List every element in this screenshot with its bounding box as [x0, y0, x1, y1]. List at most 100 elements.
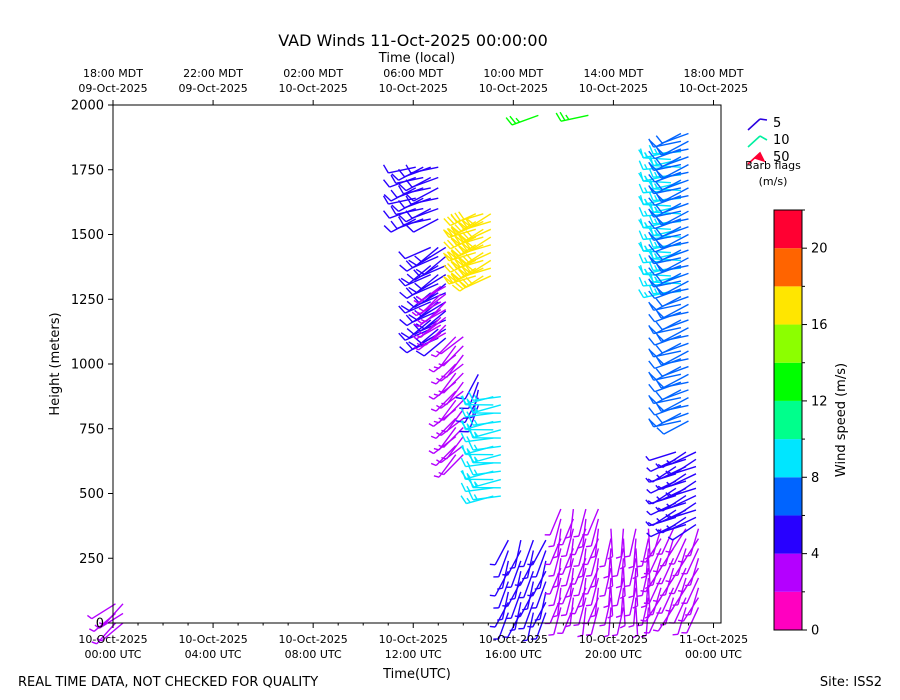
x-tick-date: 10-Oct-2025	[379, 633, 448, 646]
barb-shaft	[663, 397, 689, 412]
barb-shaft	[539, 560, 547, 589]
wind-barb	[615, 528, 625, 559]
wind-barb	[564, 508, 575, 539]
barb-shaft	[412, 283, 439, 296]
barb-feather	[638, 219, 645, 229]
barb-half-feather	[466, 398, 471, 404]
barb-half-feather	[653, 276, 659, 282]
barb-feather	[446, 274, 454, 284]
barb-feather	[638, 172, 645, 182]
barb-feather	[399, 346, 408, 354]
y-tick-label: 750	[79, 422, 104, 437]
barb-half-feather	[416, 319, 422, 324]
wind-barb	[615, 587, 625, 618]
wind-barb	[438, 372, 464, 394]
barb-feather	[468, 441, 474, 451]
barb-feather	[648, 349, 657, 357]
wind-barb	[655, 332, 689, 343]
barb-shaft	[466, 213, 492, 230]
colorbar-bin	[774, 477, 802, 516]
barb-shaft	[408, 319, 432, 339]
barb-half-feather	[441, 456, 447, 460]
barb-half-feather	[603, 575, 609, 579]
wind-barb	[643, 548, 662, 575]
barb-feather	[458, 280, 466, 289]
barb-feather	[559, 111, 566, 121]
barb-half-feather	[436, 377, 442, 382]
barb-shaft	[440, 390, 464, 409]
barb-feather	[656, 287, 665, 295]
barb-half-feather	[430, 354, 437, 358]
barb-shaft	[472, 420, 501, 426]
barb-half-feather	[560, 584, 567, 587]
barb-shaft	[419, 292, 447, 305]
wind-barb	[467, 453, 502, 463]
barb-half-feather	[667, 492, 674, 498]
barb-half-feather	[502, 573, 508, 576]
barb-shaft	[610, 528, 614, 557]
wind-barb	[436, 445, 464, 464]
barb-feather	[655, 158, 663, 167]
wind-barb	[460, 457, 494, 468]
barb-feather	[466, 241, 475, 249]
barb-half-feather	[416, 296, 422, 301]
barb-shaft	[661, 156, 689, 168]
barb-shaft	[661, 249, 689, 261]
wind-barb	[643, 577, 662, 605]
barb-shaft	[578, 508, 587, 537]
barb-shaft	[465, 275, 492, 289]
wind-barb	[681, 607, 700, 634]
barb-feather	[454, 235, 461, 245]
wind-barb	[655, 156, 689, 168]
barb-feather	[648, 326, 657, 334]
barb-half-feather	[624, 614, 630, 617]
barb-shaft	[663, 327, 689, 342]
barb-feather	[466, 264, 475, 272]
wind-barb	[655, 272, 689, 284]
barb-shaft	[629, 587, 637, 616]
barb-half-feather	[615, 585, 622, 589]
wind-barb	[544, 508, 562, 536]
barb-half-feather	[585, 545, 592, 548]
barb-feather	[459, 245, 468, 253]
x-tick-date: 10-Oct-2025	[178, 633, 247, 646]
wind-barb	[657, 516, 687, 534]
barb-shaft	[607, 607, 612, 636]
barb-half-feather	[656, 496, 662, 501]
wind-barb	[86, 603, 116, 620]
barb-shaft	[661, 412, 689, 424]
barb-half-feather	[665, 513, 670, 519]
wind-barb	[624, 558, 637, 588]
barb-half-feather	[411, 334, 417, 340]
barb-shaft	[523, 539, 535, 567]
barb-half-feather	[624, 555, 630, 558]
barb-feather	[457, 221, 465, 230]
barb-feather	[648, 214, 654, 225]
barb-feather	[655, 181, 663, 191]
barb-feather	[638, 149, 645, 159]
wind-barb	[677, 567, 700, 593]
wind-barb	[502, 550, 522, 576]
barb-feather	[655, 368, 663, 377]
barb-shaft	[421, 285, 447, 301]
barb-half-feather	[473, 469, 478, 475]
barb-half-feather	[473, 481, 479, 487]
barb-half-feather	[91, 641, 98, 645]
barb-half-feather	[86, 614, 93, 620]
barb-half-feather	[418, 330, 424, 335]
barb-feather	[398, 278, 406, 287]
barb-shaft	[594, 558, 600, 587]
barb-feather	[648, 243, 656, 253]
wind-barb	[493, 581, 509, 609]
barb-feather	[390, 220, 398, 229]
wind-barb	[647, 487, 677, 505]
wind-barb	[607, 528, 614, 560]
colorbar-bin	[774, 591, 802, 630]
barb-half-feather	[428, 395, 434, 400]
wind-barb	[390, 174, 424, 185]
x-tick-date: 11-Oct-2025	[679, 633, 748, 646]
wind-barb	[611, 607, 625, 637]
barb-half-feather	[466, 472, 471, 479]
barb-half-feather	[473, 494, 478, 500]
barb-shaft	[652, 465, 677, 483]
